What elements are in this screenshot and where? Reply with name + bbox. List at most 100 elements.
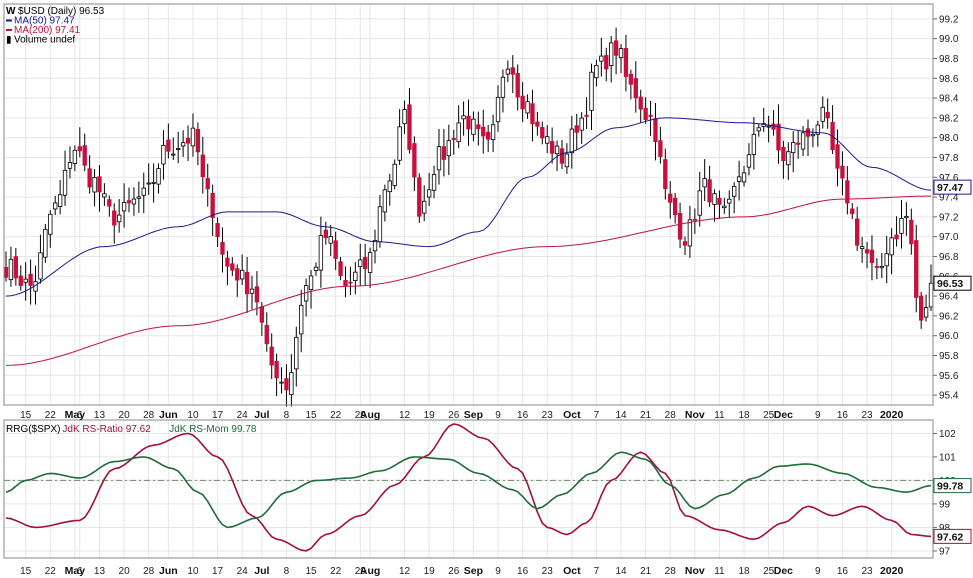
- candle-up: [500, 76, 506, 98]
- price-y-tick-label: 99.0: [939, 34, 959, 45]
- candle-up: [490, 124, 496, 141]
- price-y-tick-label: 98.0: [939, 133, 959, 144]
- candle-up: [146, 182, 151, 185]
- candle-up: [358, 259, 363, 268]
- price-x-tick-label: 12: [399, 410, 411, 421]
- rrg-x-tick-label: 18: [738, 566, 750, 577]
- rrg-x-tick-label: 15: [20, 566, 32, 577]
- candle-up: [171, 153, 176, 156]
- candle-up: [141, 187, 146, 196]
- price-panel-frame: [3, 3, 934, 406]
- candle-up: [67, 162, 73, 169]
- candle-down: [840, 165, 845, 179]
- candle-down: [343, 279, 348, 287]
- candle-up: [131, 198, 137, 205]
- rrg-y-tick-label: 97: [939, 546, 951, 557]
- candle-up: [8, 258, 14, 281]
- candle-down: [269, 346, 274, 366]
- candle-up: [402, 109, 407, 125]
- price-y-tick-label: 98.8: [939, 54, 959, 65]
- candle-down: [284, 378, 289, 391]
- price-x-tick-label: 24: [237, 410, 249, 421]
- rs-ratio-value-tag: 97.62: [933, 528, 972, 544]
- rrg-x-tick-label: 25: [763, 566, 775, 577]
- candle-down: [274, 360, 279, 379]
- rrg-x-tick-label: 16: [517, 566, 529, 577]
- candle-up: [884, 253, 889, 267]
- rrg-legend: RRG($SPX) JdK RS-Ratio 97.62 JdK RS-Mom 99…: [6, 424, 257, 435]
- price-y-tick-label: 98.4: [939, 94, 959, 105]
- rs-mom-value-tag: 99.78: [933, 478, 972, 494]
- candle-up: [239, 269, 245, 280]
- price-y-tick-label: 96.0: [939, 331, 959, 342]
- candle-down: [520, 95, 525, 110]
- ma50-value-tag: 97.47: [933, 179, 972, 195]
- price-x-tick-label: 11: [714, 410, 725, 421]
- price-x-tick-label: 17: [212, 410, 224, 421]
- price-x-tick-label: 28: [143, 410, 155, 421]
- rrg-x-tick-label: 9: [495, 566, 501, 577]
- candle-down: [82, 145, 87, 166]
- price-x-tick-label: 14: [615, 410, 627, 421]
- rrg-x-tick-label: 12: [399, 566, 411, 577]
- candle-up: [712, 193, 717, 205]
- price-x-tick-label: 21: [640, 410, 652, 421]
- rrg-x-tick-label: 22: [330, 566, 342, 577]
- price-x-tick-label: 15: [20, 410, 32, 421]
- candle-up: [279, 381, 284, 384]
- candle-up: [382, 189, 388, 213]
- candle-up: [456, 122, 461, 143]
- candle-down: [638, 96, 643, 110]
- rrg-x-tick-label: 2020: [880, 565, 904, 577]
- candle-up: [387, 180, 392, 193]
- rrg-panel-frame: [3, 419, 934, 559]
- ma200-legend-text: MA(200) 97.41: [14, 25, 81, 36]
- candle-up: [308, 275, 314, 290]
- last-price-tag-text: 96.53: [937, 278, 963, 290]
- rrg-x-tick-label: Nov: [685, 565, 705, 577]
- candle-down: [668, 193, 673, 203]
- candle-up: [810, 133, 816, 137]
- rs-mom-line: [5, 451, 932, 529]
- price-x-tick-label: Dec: [774, 409, 793, 421]
- price-y-tick-label: 97.2: [939, 212, 959, 223]
- candle-up: [102, 193, 107, 198]
- candle-up: [736, 176, 742, 182]
- rrg-x-tick-label: 28: [665, 566, 677, 577]
- candle-up: [702, 178, 707, 188]
- candle-up: [136, 196, 142, 199]
- price-x-tick-label: 23: [542, 410, 554, 421]
- candle-up: [431, 173, 437, 191]
- candle-up: [904, 216, 909, 219]
- candle-down: [781, 146, 786, 162]
- candle-down: [481, 126, 486, 137]
- candle-up: [461, 115, 466, 120]
- candle-up: [176, 148, 181, 150]
- price-x-tick-label: 8: [284, 410, 290, 421]
- candle-up: [446, 140, 451, 157]
- rrg-y-tick-label: 99: [939, 499, 951, 510]
- price-x-tick-label: 19: [424, 410, 436, 421]
- candle-down: [215, 223, 220, 238]
- candle-down: [869, 249, 875, 264]
- candle-down: [604, 55, 609, 70]
- candle-up: [687, 219, 693, 247]
- candle-down: [628, 73, 634, 85]
- price-x-tick-label: 28: [665, 410, 677, 421]
- candle-down: [18, 275, 23, 286]
- candle-up: [367, 252, 373, 273]
- rrg-x-tick-label: 23: [861, 566, 873, 577]
- candle-up: [820, 106, 825, 122]
- candle-down: [264, 325, 269, 345]
- candle-down: [845, 180, 850, 204]
- price-x-tick-label: Jul: [254, 409, 269, 421]
- ma50-line: [5, 117, 932, 297]
- candle-up: [299, 304, 304, 335]
- price-y-tick-label: 98.2: [939, 113, 959, 124]
- ma50-value-tag-text: 97.47: [937, 182, 963, 194]
- rs-mom-legend: JdK RS-Mom 99.78: [169, 424, 257, 435]
- candle-down: [466, 115, 471, 130]
- candle-down: [643, 107, 648, 120]
- rrg-x-tick-label: 24: [237, 566, 249, 577]
